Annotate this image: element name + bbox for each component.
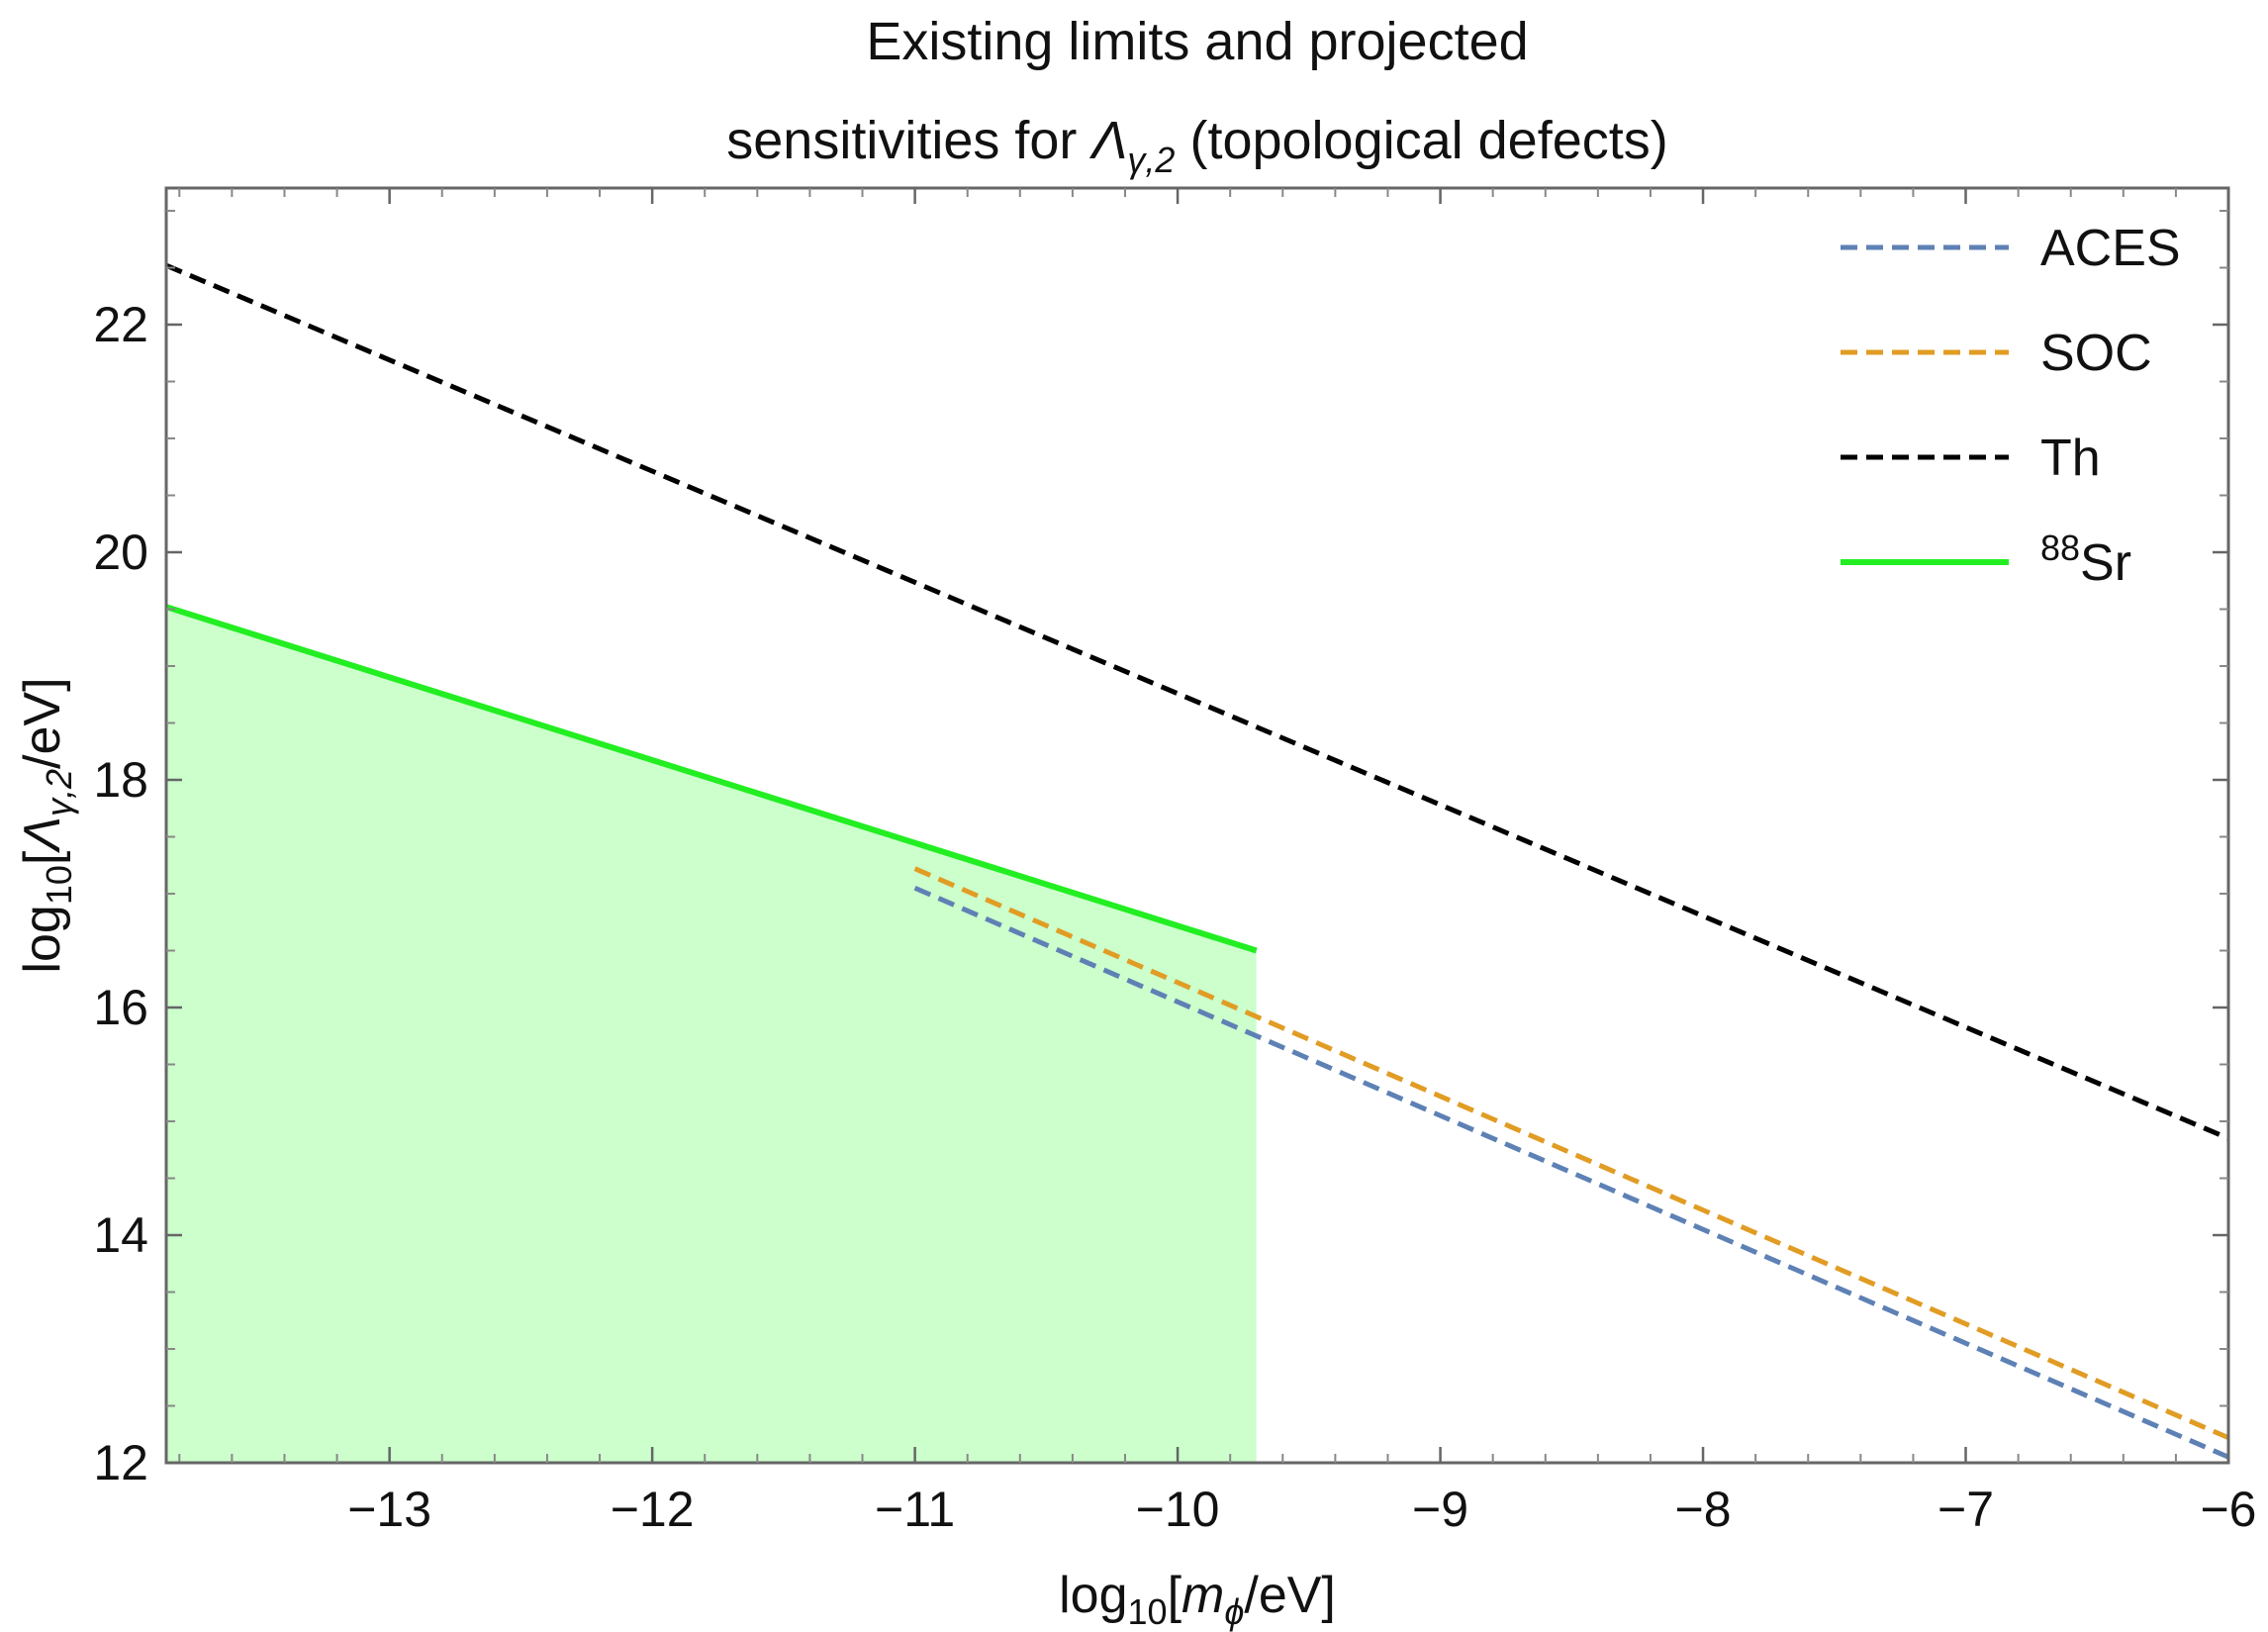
y-tick-label: 16 [93, 980, 148, 1035]
x-tick-label: −13 [347, 1482, 431, 1537]
legend-label-sr: 88Sr [2040, 528, 2131, 592]
plot-frame [164, 186, 2230, 1465]
series-line-th [165, 262, 2229, 1141]
y-axis-label: log10[Λγ,2/eV] [14, 677, 79, 973]
x-tick-label: −6 [2200, 1482, 2256, 1537]
series-line-aces [913, 885, 2229, 1460]
chart-title-line2: sensitivities for Λγ,2 (topological defe… [726, 111, 1667, 180]
legend: ACES SOC Th 88Sr [1841, 220, 2181, 592]
y-tick-label: 14 [93, 1207, 148, 1263]
x-axis-label: log10[mϕ/eV] [1059, 1567, 1336, 1632]
axis-ticks: −13 −12 −11 −10 −9 −8 −7 −6 12 14 16 18 20 22 [93, 188, 2257, 1537]
legend-label-th: Th [2040, 430, 2101, 487]
excluded-region-fill [166, 607, 1257, 1463]
fill-region-4 [166, 607, 1257, 1463]
x-tick-label: −8 [1675, 1482, 1732, 1537]
x-tick-label: −12 [611, 1482, 695, 1537]
legend-label-aces: ACES [2040, 220, 2181, 277]
series-line-sr [165, 604, 1258, 954]
y-tick-label: 12 [93, 1435, 148, 1490]
x-tick-label: −11 [875, 1482, 955, 1537]
series-line-soc [913, 866, 2229, 1440]
y-tick-label: 18 [93, 752, 148, 808]
x-tick-label: −7 [1937, 1482, 1994, 1537]
y-tick-label: 20 [93, 525, 148, 580]
legend-label-soc: SOC [2040, 325, 2152, 382]
chart-title-line1: Existing limits and projected [866, 12, 1528, 71]
series-layer [165, 262, 2229, 1460]
y-tick-label: 22 [93, 297, 148, 352]
x-tick-label: −9 [1412, 1482, 1468, 1537]
x-tick-label: −10 [1136, 1482, 1220, 1537]
